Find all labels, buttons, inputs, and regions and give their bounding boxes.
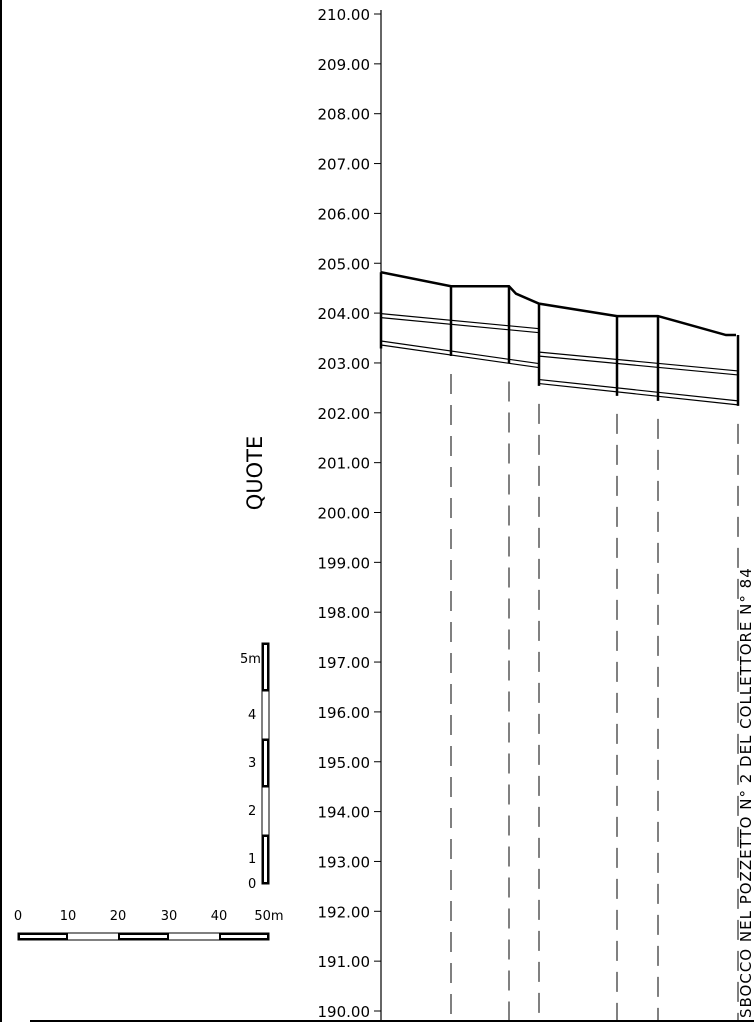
horizontal-scale-label: 30 [161,909,178,924]
axis-title: QUOTE [243,436,267,511]
vertical-scale-label: 0 [248,877,256,892]
pipe-upper-line [537,351,739,372]
section-dash-lines [380,366,739,1021]
vertical-scale-bar: 5m 4 3 2 1 0 [240,642,270,892]
vertical-scale-label: 3 [248,756,256,771]
elevation-tick-label: 207.00 [318,156,371,174]
pipe-lower-line [537,382,739,406]
elevation-tick-label: 197.00 [318,654,371,672]
elevation-tick-label: 193.00 [318,853,371,871]
vertical-scale-segment [264,837,267,882]
elevation-tick-label: 202.00 [318,405,371,423]
elevation-tick-label: 198.00 [318,604,371,622]
elevation-tick-label: 200.00 [318,505,371,523]
elevation-tick-label: 205.00 [318,255,371,273]
horizontal-scale-segment [221,935,267,938]
elevation-tick-label: 191.00 [318,953,371,971]
vertical-scale-label: 2 [248,804,256,819]
elevation-tick-label: 206.00 [318,205,371,223]
vertical-scale-label: 5m [240,652,261,667]
elevation-tick-label: 201.00 [318,455,371,473]
elevation-tick-label: 196.00 [318,704,371,722]
horizontal-scale-segment [20,935,66,938]
ground-profile-line [380,271,736,337]
elevation-tick-label: 208.00 [318,106,371,124]
elevation-tick-label: 204.00 [318,305,371,323]
elevation-tick-label: 203.00 [318,355,371,373]
elevation-tick-label: 195.00 [318,754,371,772]
horizontal-scale-label: 0 [14,909,22,924]
vertical-scale-label: 4 [248,708,256,723]
elevation-tick-label: 194.00 [318,804,371,822]
vertical-scale-segment [264,645,267,689]
horizontal-scale-label: 20 [110,909,127,924]
section-lines [379,272,740,406]
horizontal-scale-segment [120,935,167,938]
elevation-tick-label: 209.00 [318,56,371,74]
horizontal-scale-label: 10 [60,909,77,924]
elevation-tick-label: 210.00 [318,6,371,24]
pipe-lines [380,313,739,406]
vertical-scale-label: 1 [248,852,256,867]
elevation-tick-label: 192.00 [318,903,371,921]
pipe-upper-line [380,317,539,334]
horizontal-scale-label: 50m [254,909,283,924]
vertical-scale-segment [264,741,267,785]
horizontal-scale-label: 40 [211,909,228,924]
elevation-tick-label: 199.00 [318,554,371,572]
pipe-lower-line [380,340,539,365]
pipe-lower-line [537,378,739,402]
pipe-upper-line [380,313,539,330]
elevation-tick-label: 190.00 [318,1003,371,1021]
elevation-axis: 210.00 209.00 208.00 207.00 206.00 205.00 204.… [318,6,382,1021]
vertical-note: SBOCCO NEL POZZETTO N° 2 DEL COLLETTORE … [737,567,754,1018]
pipe-lower-line [380,344,539,369]
horizontal-scale-bar: 0 10 20 30 40 50m [14,909,284,941]
pipe-upper-line [537,355,739,376]
